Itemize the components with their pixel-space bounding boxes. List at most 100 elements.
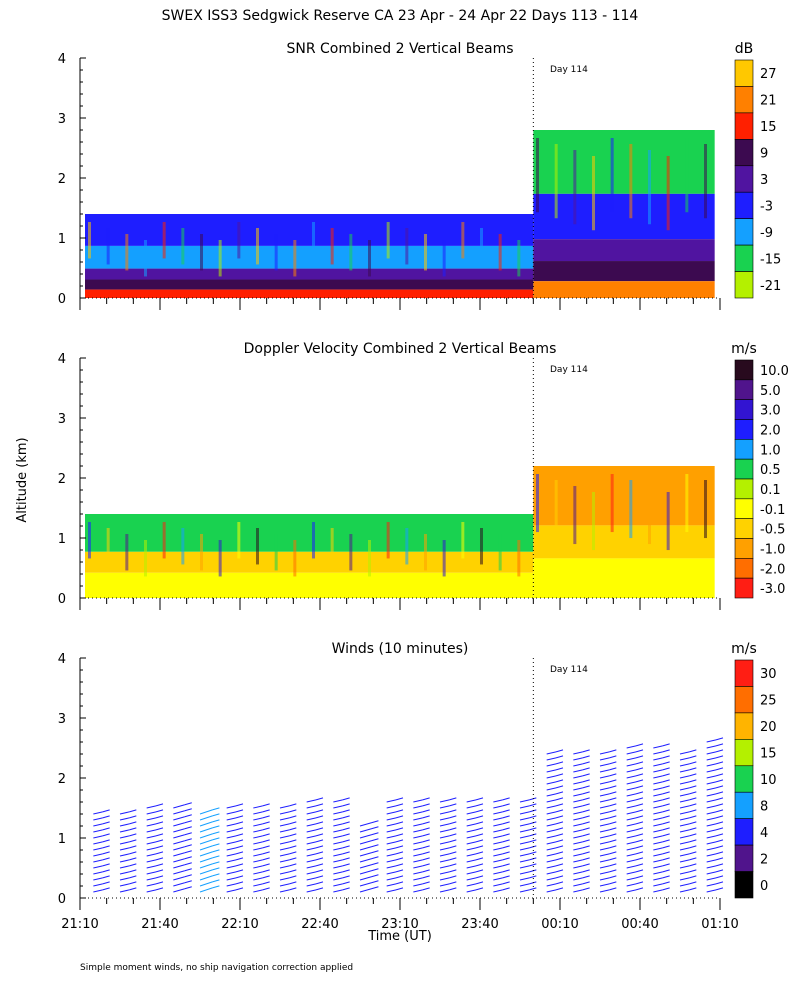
wind-barb-flag: [555, 761, 564, 765]
wind-barb: [119, 865, 130, 869]
wind-barb: [466, 865, 477, 869]
colorbar-label: -3.0: [760, 582, 785, 597]
wind-barb: [333, 871, 343, 875]
wind-barb: [653, 769, 663, 773]
wind-barb: [493, 883, 503, 887]
wind-barb: [519, 817, 530, 821]
wind-barb-flag: [609, 797, 617, 801]
heat-layer: [533, 558, 715, 598]
wind-barb: [573, 763, 583, 767]
wind-barb: [173, 804, 185, 809]
colorbar-swatch: [734, 659, 754, 687]
wind-barb-flag: [212, 861, 220, 865]
wind-barb: [599, 865, 610, 869]
wind-barb: [439, 847, 450, 851]
wind-barb: [93, 859, 103, 863]
wind-barb: [519, 799, 530, 803]
wind-barb-flag: [635, 761, 644, 765]
wind-barb-flag: [582, 767, 590, 771]
heat-layer: [533, 281, 715, 298]
wind-barb: [679, 877, 690, 881]
colorbar-label: -0.1: [760, 503, 785, 518]
wind-barb: [573, 847, 583, 851]
winds-plot-area: [93, 737, 724, 893]
wind-barb: [386, 829, 397, 833]
heat-layer: [533, 466, 715, 526]
heat-streak: [125, 234, 129, 271]
wind-barb-flag: [155, 869, 164, 873]
colorbar-label: 0.5: [760, 463, 781, 478]
wind-barb: [706, 847, 717, 851]
wind-barb: [519, 889, 530, 893]
heat-streak: [554, 480, 558, 539]
wind-barb-flag: [262, 821, 270, 825]
wind-barb-flag: [262, 863, 270, 867]
wind-barb-flag: [212, 825, 220, 829]
heat-streak: [536, 474, 539, 533]
wind-barb: [546, 799, 557, 803]
wind-barb: [626, 877, 637, 881]
wind-barb: [706, 841, 717, 845]
wind-barb-flag: [609, 749, 617, 753]
wind-barb-flag: [662, 767, 670, 771]
wind-barb-flag: [422, 845, 430, 849]
wind-barb-flag: [662, 839, 670, 843]
wind-barb: [599, 793, 610, 797]
y-tick-label: 4: [58, 652, 66, 667]
colorbar-swatch: [734, 59, 754, 87]
wind-barb: [226, 847, 237, 851]
colorbar-label: 2.0: [760, 423, 781, 438]
wind-barb-flag: [635, 779, 644, 783]
wind-barb-flag: [689, 761, 697, 765]
wind-barb-flag: [102, 821, 110, 825]
wind-barb: [439, 877, 450, 881]
wind-barb-flag: [184, 814, 192, 818]
wind-barb-flag: [315, 809, 324, 813]
heat-streak: [592, 156, 595, 231]
wind-barb: [599, 859, 610, 863]
wind-barb-flag: [582, 833, 590, 837]
wind-barb-flag: [289, 803, 297, 807]
wind-barb-flag: [212, 837, 220, 841]
wind-barb: [173, 870, 185, 875]
heat-streak: [349, 234, 353, 271]
wind-barb-flag: [609, 809, 617, 813]
wind-barb-flag: [689, 827, 697, 831]
wind-barb-flag: [342, 851, 350, 855]
wind-barb: [146, 871, 157, 875]
wind-barb: [626, 757, 637, 761]
wind-barb: [599, 805, 610, 809]
wind-barb-flag: [635, 809, 644, 813]
wind-barb: [653, 787, 663, 791]
heat-streak: [162, 522, 166, 559]
wind-barb: [466, 859, 477, 863]
y-tick-label: 2: [58, 472, 66, 487]
wind-barb: [386, 877, 397, 881]
wind-barb: [306, 877, 317, 881]
wind-barb: [466, 817, 477, 821]
x-tick-label: 01:10: [701, 917, 738, 932]
heat-streak: [573, 486, 577, 545]
wind-barb-flag: [475, 863, 484, 867]
wind-barb: [626, 847, 637, 851]
wind-barb-flag: [715, 779, 724, 783]
wind-barb: [199, 821, 213, 827]
wind-barb-flag: [371, 874, 379, 878]
wind-barb-flag: [212, 831, 220, 835]
wind-barb: [226, 829, 237, 833]
wind-barb-flag: [502, 863, 510, 867]
colorbar-swatch: [734, 379, 754, 400]
wind-barb: [413, 859, 423, 863]
heat-streak: [312, 222, 315, 259]
wind-barb-flag: [609, 887, 617, 891]
wind-barb: [466, 871, 477, 875]
wind-barb-flag: [235, 815, 244, 819]
wind-barb-flag: [715, 857, 724, 861]
wind-barb: [199, 887, 213, 893]
colorbar-swatch: [734, 577, 754, 599]
wind-barb-flag: [422, 875, 430, 879]
wind-barb-flag: [235, 821, 244, 825]
wind-barb: [519, 847, 530, 851]
wind-barb-flag: [315, 881, 324, 885]
wind-barb-flag: [289, 863, 297, 867]
